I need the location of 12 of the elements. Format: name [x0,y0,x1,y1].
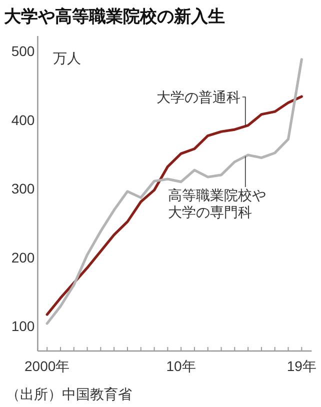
ytick: 300 [11,180,35,197]
ytick: 400 [11,112,35,128]
ytick: 100 [11,318,35,334]
xtick: 10年 [166,358,196,374]
ytick: 200 [11,249,35,266]
ytick: 500 [11,43,35,60]
xtick: 19年 [286,358,316,374]
title: 大学や高等職業院校の新入生 [4,7,225,26]
annotation: （出所）中国教育省 [6,386,132,402]
xtick: 2000年 [24,358,70,374]
ylabel: 万人 [53,50,81,66]
series-label: 高等職業院校や大学の専門科 [168,187,266,220]
